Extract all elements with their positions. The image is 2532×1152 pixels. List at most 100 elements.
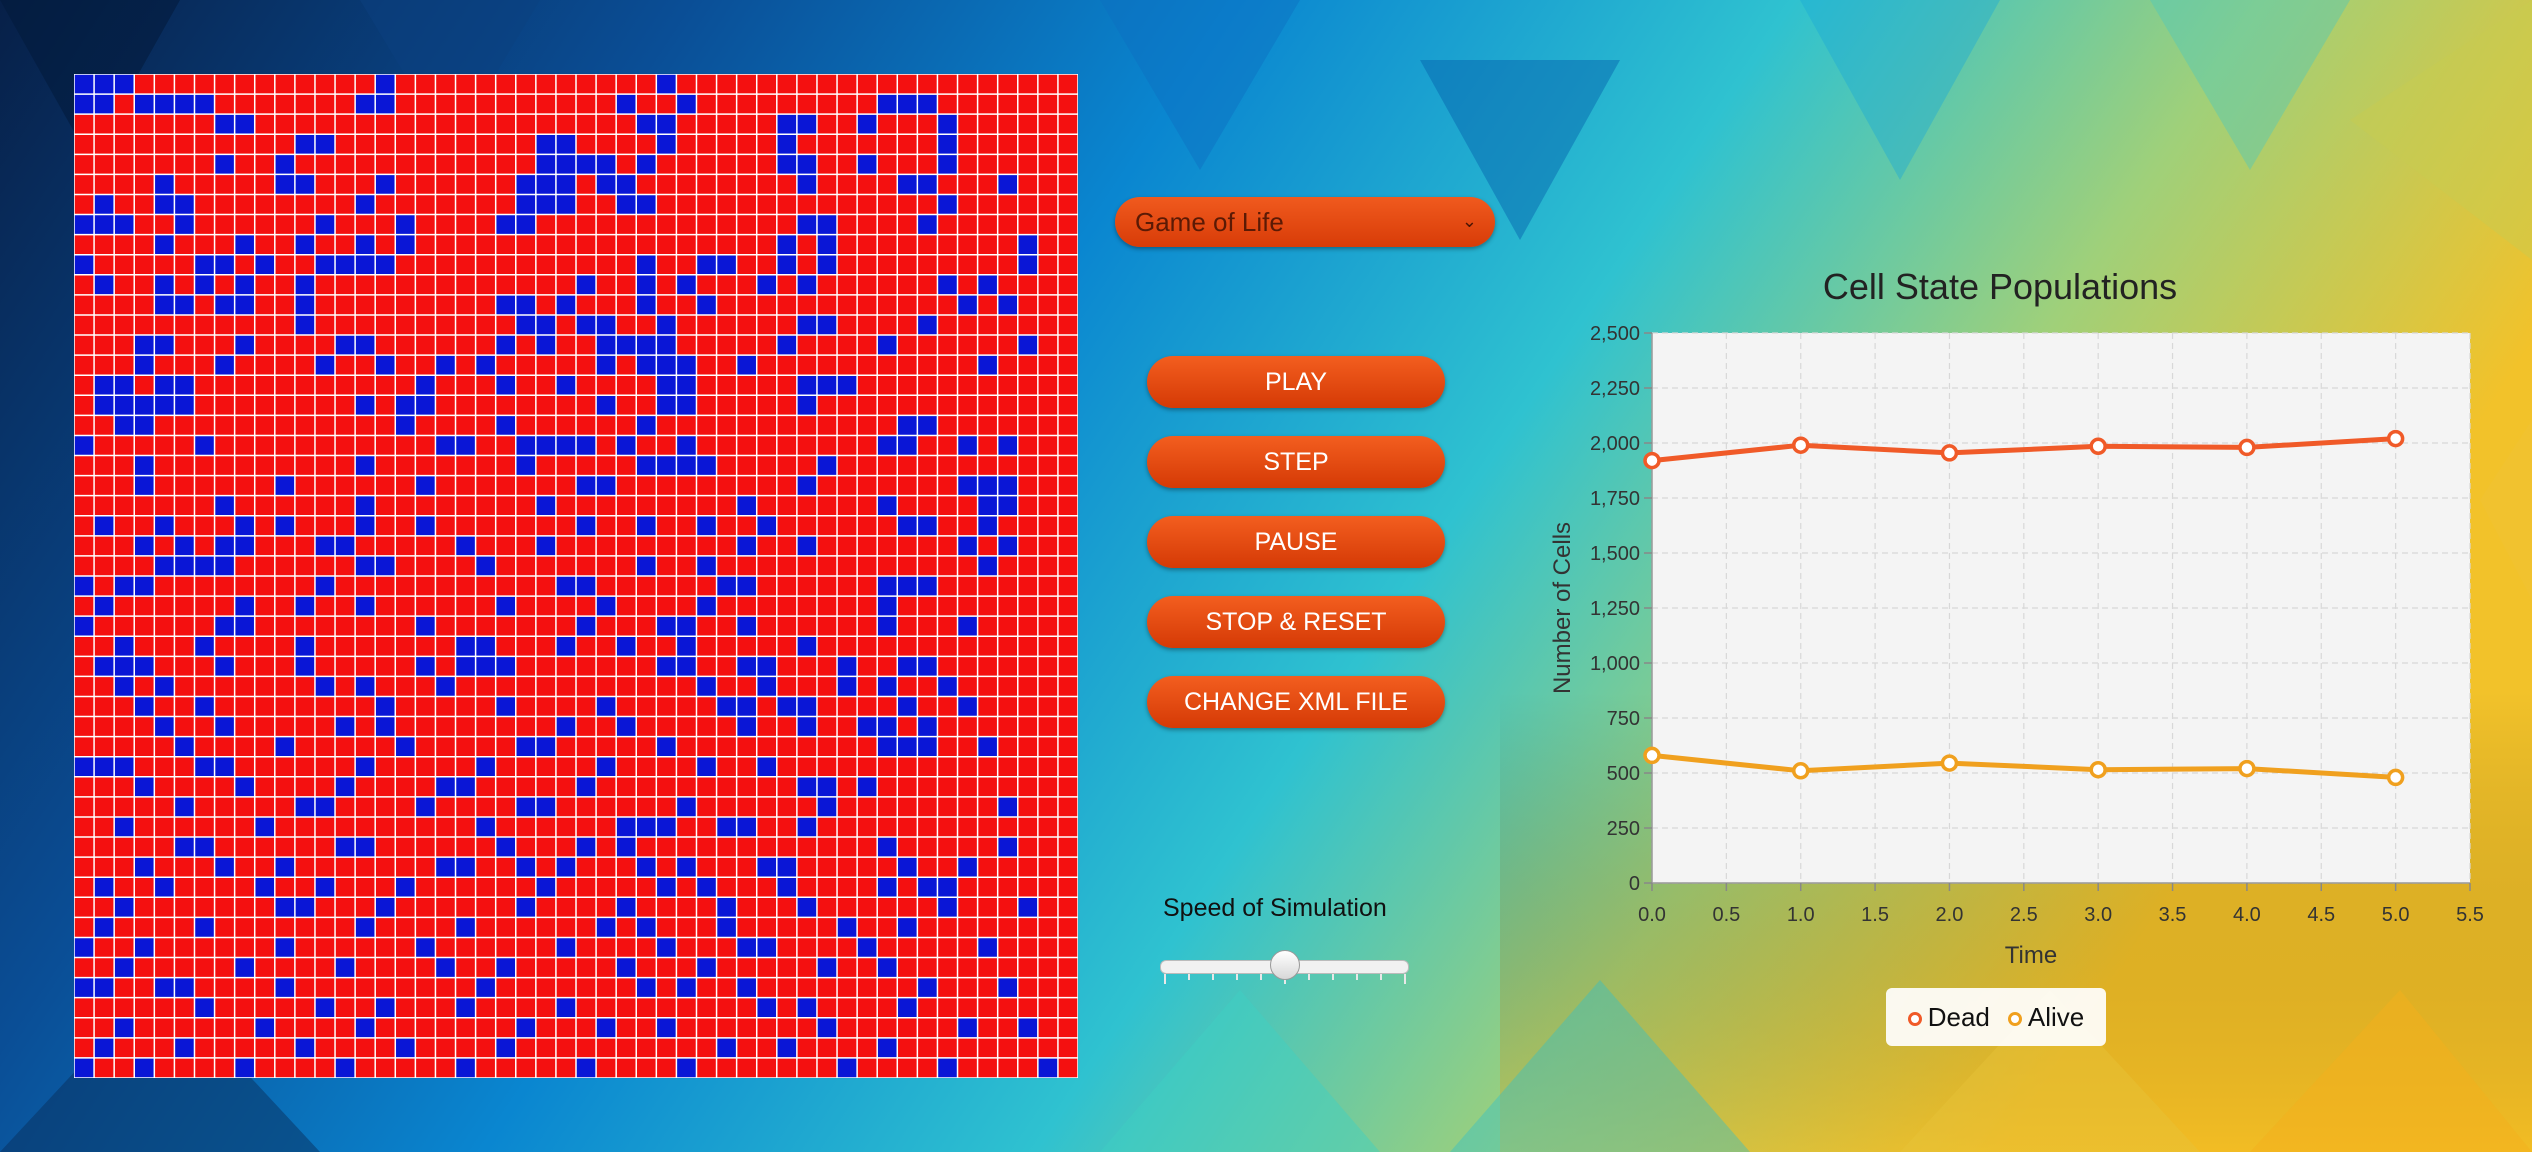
alive-cell[interactable] xyxy=(877,616,898,637)
alive-cell[interactable] xyxy=(837,676,858,697)
alive-cell[interactable] xyxy=(114,375,135,396)
alive-cell[interactable] xyxy=(535,877,556,898)
alive-cell[interactable] xyxy=(796,214,817,235)
alive-cell[interactable] xyxy=(134,857,155,878)
alive-cell[interactable] xyxy=(234,274,255,295)
alive-cell[interactable] xyxy=(796,696,817,717)
alive-cell[interactable] xyxy=(676,977,697,998)
alive-cell[interactable] xyxy=(776,857,797,878)
alive-cell[interactable] xyxy=(656,1017,677,1038)
alive-cell[interactable] xyxy=(355,596,376,617)
alive-cell[interactable] xyxy=(74,756,95,777)
alive-cell[interactable] xyxy=(676,355,697,376)
alive-cell[interactable] xyxy=(154,294,175,315)
alive-cell[interactable] xyxy=(174,796,195,817)
alive-cell[interactable] xyxy=(636,254,657,275)
alive-cell[interactable] xyxy=(355,837,376,858)
alive-cell[interactable] xyxy=(194,555,215,576)
alive-cell[interactable] xyxy=(314,676,336,697)
alive-cell[interactable] xyxy=(676,395,697,416)
alive-cell[interactable] xyxy=(796,816,817,838)
alive-cell[interactable] xyxy=(676,455,697,476)
alive-cell[interactable] xyxy=(917,576,938,597)
alive-cell[interactable] xyxy=(676,616,697,637)
alive-cell[interactable] xyxy=(174,535,195,556)
alive-cell[interactable] xyxy=(515,796,536,817)
alive-cell[interactable] xyxy=(716,696,737,717)
alive-cell[interactable] xyxy=(535,435,556,456)
alive-cell[interactable] xyxy=(837,656,858,677)
alive-cell[interactable] xyxy=(736,576,757,597)
alive-cell[interactable] xyxy=(656,656,677,677)
alive-cell[interactable] xyxy=(656,74,677,95)
alive-cell[interactable] xyxy=(555,636,576,657)
alive-cell[interactable] xyxy=(897,656,918,677)
alive-cell[interactable] xyxy=(656,816,677,838)
alive-cell[interactable] xyxy=(294,294,315,315)
alive-cell[interactable] xyxy=(415,515,436,536)
alive-cell[interactable] xyxy=(174,736,195,757)
alive-cell[interactable] xyxy=(395,877,416,898)
alive-cell[interactable] xyxy=(214,656,235,677)
alive-cell[interactable] xyxy=(676,435,697,456)
alive-cell[interactable] xyxy=(375,74,396,95)
alive-cell[interactable] xyxy=(877,495,898,516)
alive-cell[interactable] xyxy=(154,555,175,576)
alive-cell[interactable] xyxy=(937,154,958,175)
pause-button[interactable]: PAUSE xyxy=(1147,516,1445,568)
alive-cell[interactable] xyxy=(736,495,757,516)
alive-cell[interactable] xyxy=(455,857,476,878)
alive-cell[interactable] xyxy=(796,776,817,797)
alive-cell[interactable] xyxy=(877,837,898,858)
alive-cell[interactable] xyxy=(515,435,536,456)
alive-cell[interactable] xyxy=(877,877,898,898)
alive-cell[interactable] xyxy=(576,314,597,336)
alive-cell[interactable] xyxy=(395,234,416,255)
alive-cell[interactable] xyxy=(616,174,637,195)
alive-cell[interactable] xyxy=(676,274,697,295)
alive-cell[interactable] xyxy=(274,736,295,757)
alive-cell[interactable] xyxy=(877,435,898,456)
alive-cell[interactable] xyxy=(917,977,938,998)
alive-cell[interactable] xyxy=(154,395,175,416)
alive-cell[interactable] xyxy=(214,616,235,637)
alive-cell[interactable] xyxy=(576,576,597,597)
alive-cell[interactable] xyxy=(656,375,677,396)
alive-cell[interactable] xyxy=(816,957,838,978)
alive-cell[interactable] xyxy=(495,415,516,436)
alive-cell[interactable] xyxy=(174,837,195,858)
alive-cell[interactable] xyxy=(816,314,838,336)
alive-cell[interactable] xyxy=(796,154,817,175)
alive-cell[interactable] xyxy=(395,415,416,436)
alive-cell[interactable] xyxy=(917,877,938,898)
alive-cell[interactable] xyxy=(294,636,315,657)
alive-cell[interactable] xyxy=(475,977,496,998)
alive-cell[interactable] xyxy=(555,154,576,175)
alive-cell[interactable] xyxy=(154,174,175,195)
alive-cell[interactable] xyxy=(616,957,637,978)
alive-cell[interactable] xyxy=(676,656,697,677)
alive-cell[interactable] xyxy=(917,515,938,536)
alive-cell[interactable] xyxy=(335,335,356,356)
alive-cell[interactable] xyxy=(495,957,516,978)
alive-cell[interactable] xyxy=(294,134,315,155)
alive-cell[interactable] xyxy=(134,455,155,476)
alive-cell[interactable] xyxy=(194,917,215,938)
alive-cell[interactable] xyxy=(937,897,958,918)
alive-cell[interactable] xyxy=(656,877,677,898)
alive-cell[interactable] xyxy=(194,696,215,717)
alive-cell[interactable] xyxy=(294,796,315,817)
alive-cell[interactable] xyxy=(696,957,717,978)
alive-cell[interactable] xyxy=(94,395,115,416)
alive-cell[interactable] xyxy=(375,897,396,918)
alive-cell[interactable] xyxy=(94,656,115,677)
alive-cell[interactable] xyxy=(114,576,135,597)
alive-cell[interactable] xyxy=(1037,1057,1058,1078)
alive-cell[interactable] xyxy=(696,254,717,275)
alive-cell[interactable] xyxy=(515,294,536,315)
alive-cell[interactable] xyxy=(877,957,898,978)
alive-cell[interactable] xyxy=(154,274,175,295)
alive-cell[interactable] xyxy=(214,555,235,576)
alive-cell[interactable] xyxy=(897,415,918,436)
alive-cell[interactable] xyxy=(736,616,757,637)
